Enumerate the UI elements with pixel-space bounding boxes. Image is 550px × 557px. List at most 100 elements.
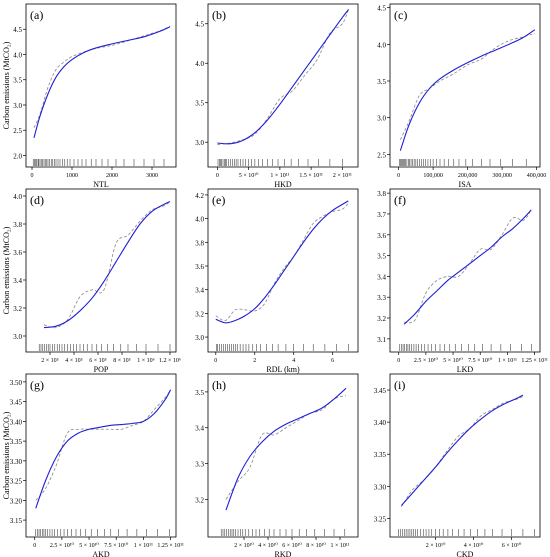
panel-c: (c) 2.5 3.0 3.5 4.0 4.5 0 100,000 200,000 300,000… xyxy=(377,3,546,189)
y-tick-label: 3.0 xyxy=(13,333,22,341)
series-line-dashed xyxy=(225,395,347,500)
y-tick-label: 3.0 xyxy=(195,334,204,342)
y-tick-label: 3.5 xyxy=(13,77,22,85)
y-tick-label: 3.45 xyxy=(374,387,387,395)
x-axis-label: LKD xyxy=(457,365,474,374)
panel-e: (e) 3.0 3.2 3.4 3.6 3.8 4.0 4.2 0 2 4 6 RDL (km) xyxy=(195,188,359,374)
y-tick-label: 3.40 xyxy=(10,418,23,426)
rug xyxy=(220,529,346,536)
x-tick-label: 2 × 10⁵ xyxy=(41,358,58,364)
y-tick-label: 3.6 xyxy=(13,249,22,257)
x-tick-label: 2 × 10¹⁰ xyxy=(426,542,446,549)
panel-frame xyxy=(207,3,359,168)
y-tick-label: 3.4 xyxy=(195,425,204,433)
x-axis-label: POP xyxy=(94,365,109,374)
y-tick-label: 3.15 xyxy=(10,517,23,525)
x-tick-label: 100,000 xyxy=(423,173,443,179)
x-tick-label: 2 xyxy=(253,358,256,364)
y-axis-label: Carbon emissions (MtCO₂) xyxy=(2,411,11,499)
y-tick-label: 4.5 xyxy=(195,21,204,29)
x-axis-label: ISA xyxy=(459,180,472,189)
y-tick-label: 3.8 xyxy=(377,190,386,198)
panel-h: (h) 3.2 3.3 3.4 3.5 2 × 10¹⁰ 4 × 10¹⁰ 6 × 10¹⁰ 8… xyxy=(195,373,359,557)
x-tick-label: 3000 xyxy=(146,173,158,179)
x-tick-label: 5 × 10¹⁰ xyxy=(239,172,259,179)
y-tick-label: 3.5 xyxy=(195,100,204,108)
panel-label: (b) xyxy=(212,8,226,22)
x-tick-label: 2.5 × 10¹⁰ xyxy=(414,357,439,364)
panel-label: (g) xyxy=(30,378,44,392)
panel-label: (a) xyxy=(30,8,43,22)
panel-label: (d) xyxy=(30,193,44,207)
x-tick-label: 1 × 10¹¹ xyxy=(270,173,289,179)
panel-a: (a) 2.0 2.5 3.0 3.5 4.0 4.5 0 1000 2000 3000 NTL Car… xyxy=(2,3,177,189)
series-line-solid xyxy=(35,389,172,509)
x-tick-label: 8 × 10¹⁰ xyxy=(306,542,326,549)
panel-frame xyxy=(25,188,177,353)
y-tick-label: 3.25 xyxy=(10,478,23,486)
series-line-solid xyxy=(33,26,171,138)
x-tick-label: 0 xyxy=(33,543,36,549)
panel-label: (c) xyxy=(394,8,407,22)
y-tick-label: 3.2 xyxy=(377,315,386,323)
series-line-solid xyxy=(225,387,347,511)
x-axis-label: RKD xyxy=(275,550,292,557)
x-tick-label: 5 × 10¹⁰ xyxy=(79,542,99,549)
y-tick-label: 2.5 xyxy=(13,127,22,135)
y-tick-label: 3.45 xyxy=(10,399,23,407)
x-tick-label: 1 × 10¹¹ xyxy=(134,543,153,549)
y-axis-label: Carbon emissions (MtCO₂) xyxy=(2,226,11,314)
x-axis-label: NTL xyxy=(93,180,109,189)
y-tick-label: 2.0 xyxy=(13,152,22,160)
x-axis-label: HKD xyxy=(274,180,292,189)
x-axis-label: AKD xyxy=(92,550,110,557)
x-tick-label: 1.25 × 10¹¹ xyxy=(521,358,548,364)
panel-frame xyxy=(389,3,541,168)
series-line-dashed xyxy=(404,209,532,324)
y-tick-label: 3.8 xyxy=(13,221,22,229)
x-tick-label: 1000 xyxy=(66,173,78,179)
y-tick-label: 4.5 xyxy=(13,26,22,34)
y-tick-label: 3.0 xyxy=(13,102,22,110)
panel-b: (b) 3.0 3.5 4.0 4.5 0 5 × 10¹⁰ 1 × 10¹¹ 1.5 × 10… xyxy=(195,3,359,189)
series-line-solid xyxy=(43,201,171,329)
y-tick-label: 3.50 xyxy=(10,379,23,387)
x-tick-label: 0 xyxy=(397,358,400,364)
x-axis-label: RDL (km) xyxy=(266,365,300,374)
x-tick-label: 1 × 10¹¹ xyxy=(498,358,517,364)
x-tick-label: 2 × 10¹⁰ xyxy=(234,542,254,549)
x-tick-label: 0 xyxy=(214,358,217,364)
rug xyxy=(216,344,349,351)
y-tick-label: 3.2 xyxy=(195,310,204,318)
series-line-solid xyxy=(215,200,349,324)
series-line-dashed xyxy=(217,8,350,145)
series-line-dashed xyxy=(215,202,349,322)
x-axis-label: CKD xyxy=(457,550,474,557)
rug xyxy=(399,344,532,351)
x-tick-label: 0 xyxy=(397,173,400,179)
rug xyxy=(38,344,171,351)
panel-frame xyxy=(25,3,177,168)
x-tick-label: 200,000 xyxy=(458,173,478,179)
x-tick-label: 5 × 10¹⁰ xyxy=(443,357,463,364)
y-tick-label: 3.35 xyxy=(10,438,23,446)
x-tick-label: 8 × 10⁵ xyxy=(113,358,130,364)
y-tick-label: 3.6 xyxy=(377,232,386,240)
y-tick-label: 3.0 xyxy=(195,139,204,147)
series-line-solid xyxy=(403,209,532,325)
y-tick-label: 3.2 xyxy=(13,305,22,313)
y-tick-label: 3.0 xyxy=(377,115,386,123)
y-tick-label: 4.0 xyxy=(195,60,204,68)
series-line-dashed xyxy=(43,201,171,329)
panel-label: (h) xyxy=(212,378,226,392)
y-tick-label: 4.0 xyxy=(13,193,22,201)
panel-label: (i) xyxy=(394,378,405,392)
panel-frame xyxy=(25,373,177,538)
x-tick-label: 6 × 10¹⁰ xyxy=(502,542,522,549)
x-tick-label: 2000 xyxy=(106,173,118,179)
y-tick-label: 3.4 xyxy=(377,273,386,281)
y-tick-label: 3.40 xyxy=(374,419,387,427)
series-line-solid xyxy=(217,9,350,145)
panel-frame xyxy=(207,188,359,353)
